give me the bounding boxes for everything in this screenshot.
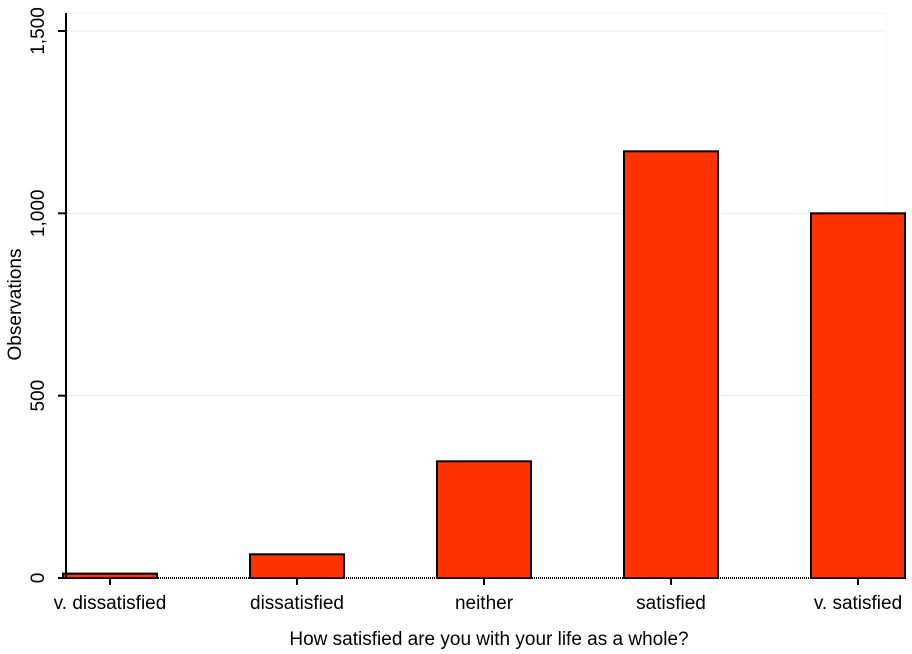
- x-axis-title: How satisfied are you with your life as …: [289, 629, 688, 650]
- x-axis-ticks: v. dissatisfied dissatisfied neither satisf…: [54, 578, 902, 614]
- x-tick-label: v. dissatisfied: [54, 593, 167, 614]
- x-tick-label: neither: [455, 593, 514, 614]
- y-tick-label: 500: [28, 380, 49, 412]
- y-axis-ticks: 0 500 1,000 1,500: [28, 7, 66, 583]
- x-tick-label: v. satisfied: [814, 593, 902, 614]
- y-tick-label: 0: [28, 573, 49, 584]
- bar-v-satisfied: [810, 212, 906, 579]
- gridlines: [66, 12, 887, 578]
- bar-neither: [436, 460, 532, 580]
- y-axis-title: Observations: [5, 249, 26, 361]
- y-tick-label: 1,000: [28, 190, 49, 238]
- y-tick-label: 1,500: [28, 7, 49, 55]
- bars: [62, 150, 906, 580]
- bar-dissatisfied: [249, 553, 345, 580]
- bar-satisfied: [623, 150, 719, 579]
- x-tick-label: dissatisfied: [250, 593, 344, 614]
- x-tick-label: satisfied: [636, 593, 706, 614]
